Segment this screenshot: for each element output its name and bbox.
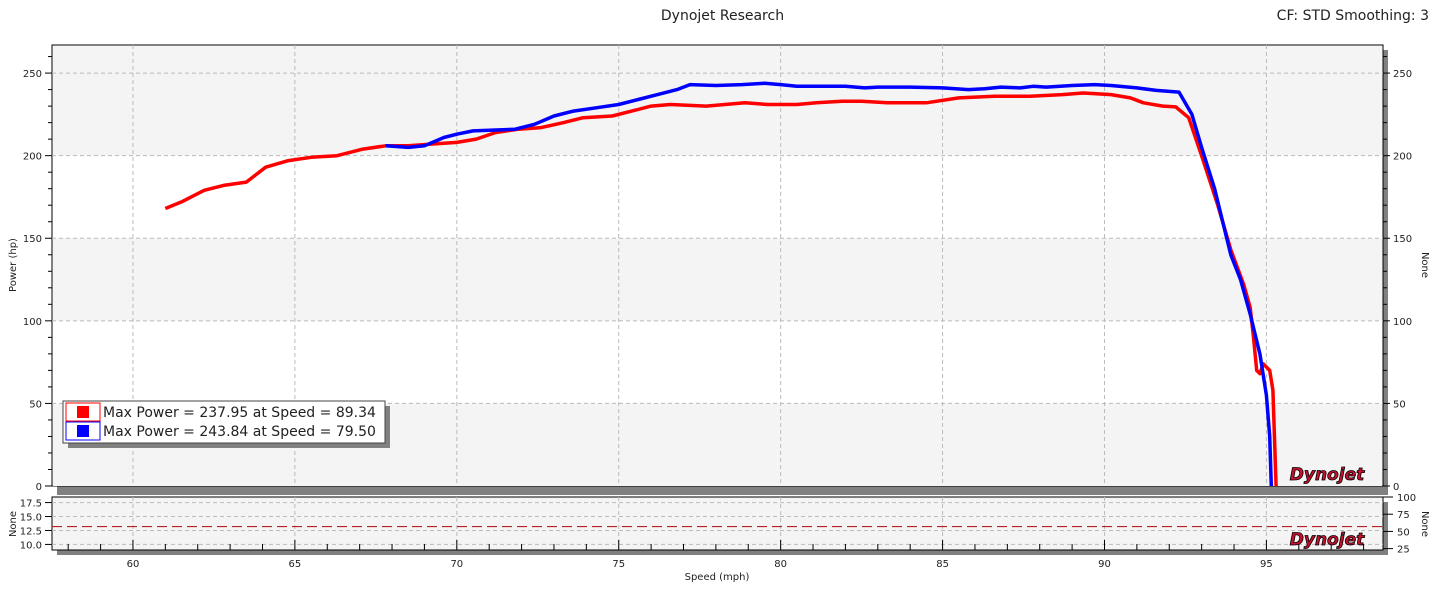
legend-swatch-blue <box>77 425 89 437</box>
legend-entry-2: Max Power = 243.84 at Speed = 79.50 <box>103 424 376 440</box>
sub-y-tick-label: 17.5 <box>20 499 42 510</box>
y-axis-label: Power (hp) <box>8 238 19 292</box>
x-tick-label: 80 <box>774 559 787 570</box>
dynojet-logo-sub: Dynojet <box>1289 530 1365 551</box>
y2-tick-label: 50 <box>1393 399 1406 410</box>
grid-band <box>53 238 1382 321</box>
legend: Max Power = 237.95 at Speed = 89.34 Max … <box>62 400 390 448</box>
svg-text:Dynojet: Dynojet <box>1290 465 1365 485</box>
x-tick-label: 85 <box>936 559 949 570</box>
y2-axis-label: None <box>1419 252 1430 278</box>
sub-plot-area <box>51 496 1384 551</box>
dynojet-logo: Dynojet <box>1289 465 1365 486</box>
y2-tick-label: 100 <box>1393 317 1412 328</box>
svg-text:Dynojet: Dynojet <box>1290 530 1365 550</box>
sub-y2-tick-label: 100 <box>1397 493 1416 504</box>
chart-title: Dynojet Research <box>660 8 785 24</box>
sub-y2-tick-label: 50 <box>1397 527 1410 538</box>
sub-y-tick-label: 15.0 <box>20 513 42 524</box>
x-tick-label: 70 <box>450 559 463 570</box>
legend-box <box>62 400 386 444</box>
y2-tick-label: 250 <box>1393 69 1412 80</box>
legend-entry-1: Max Power = 237.95 at Speed = 89.34 <box>103 405 376 421</box>
series-line-2 <box>385 81 1274 487</box>
y-tick-label: 0 <box>36 482 42 493</box>
y-tick-label: 100 <box>23 317 42 328</box>
x-tick-label: 90 <box>1098 559 1111 570</box>
y2-tick-label: 0 <box>1393 482 1399 493</box>
sub-y-tick-label: 10.0 <box>20 540 42 551</box>
y-tick-label: 50 <box>29 399 42 410</box>
x-axis-label: Speed (mph) <box>685 572 750 583</box>
sub-y2-tick-label: 25 <box>1397 545 1410 556</box>
correction-factor-info: CF: STD Smoothing: 3 <box>1276 8 1429 24</box>
x-tick-label: 65 <box>289 559 302 570</box>
sub-y-axis-label: None <box>8 511 19 537</box>
y2-tick-label: 150 <box>1393 234 1412 245</box>
y-tick-label: 200 <box>23 152 42 163</box>
sub-y2-axis-label: None <box>1419 511 1430 537</box>
grid-band <box>53 46 1382 74</box>
y2-tick-label: 200 <box>1393 152 1412 163</box>
x-tick-label: 75 <box>612 559 625 570</box>
y-tick-label: 250 <box>23 69 42 80</box>
sub-y2-tick-label: 75 <box>1397 510 1410 521</box>
legend-swatch-red <box>77 406 89 418</box>
sub-y-tick-label: 12.5 <box>20 526 42 537</box>
y-tick-label: 150 <box>23 234 42 245</box>
x-tick-label: 95 <box>1260 559 1273 570</box>
x-tick-label: 60 <box>127 559 140 570</box>
